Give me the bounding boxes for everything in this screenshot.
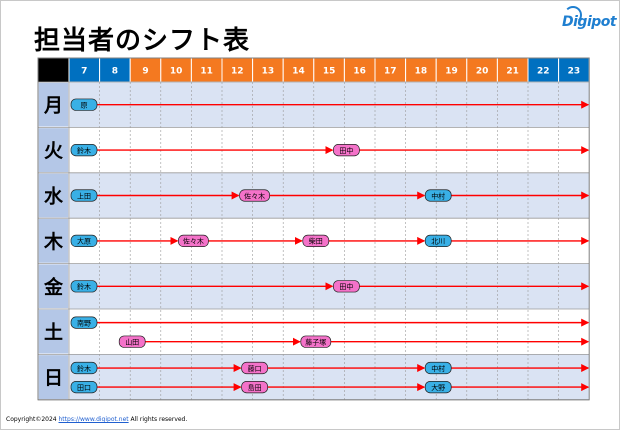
- staff-name: 原: [81, 102, 88, 110]
- hour-label: 10: [170, 67, 183, 77]
- staff-name: 佐々木: [183, 237, 204, 246]
- day-label: 木: [43, 230, 64, 253]
- staff-tag[interactable]: [70, 144, 98, 157]
- staff-tag[interactable]: [424, 361, 452, 375]
- staff-tag[interactable]: [424, 380, 452, 394]
- hour-header-10: [160, 57, 192, 83]
- staff-name: 上田: [77, 191, 91, 200]
- hour-label: 12: [231, 67, 244, 77]
- hour-label: 16: [353, 67, 366, 77]
- day-label: 金: [43, 275, 64, 298]
- hour-header-11: [190, 57, 223, 83]
- hour-label: 23: [568, 67, 581, 77]
- staff-tag[interactable]: [70, 234, 98, 247]
- staff-tag[interactable]: [70, 280, 98, 293]
- row-background: [69, 354, 590, 400]
- digipot-logo: Digipot: [562, 6, 618, 40]
- staff-tag[interactable]: [118, 335, 146, 348]
- grid-border: [37, 57, 590, 401]
- staff-name: 柴田: [309, 237, 323, 246]
- day-label: 月: [43, 95, 63, 117]
- hour-label: 13: [262, 67, 275, 77]
- hour-label: 8: [112, 67, 118, 77]
- staff-name: 北川: [431, 238, 445, 246]
- row-background: [69, 309, 590, 355]
- staff-name: 藤口: [248, 364, 262, 373]
- copyright-link[interactable]: https://www.digipot.net: [58, 416, 129, 423]
- staff-tag[interactable]: [70, 316, 98, 329]
- hour-header-13: [252, 57, 284, 83]
- staff-name: 大原: [77, 237, 91, 246]
- hour-label: 20: [476, 67, 489, 77]
- staff-tag[interactable]: [333, 144, 360, 157]
- staff-tag[interactable]: [424, 189, 452, 202]
- hour-label: 15: [323, 67, 336, 77]
- staff-name: 田口: [77, 384, 91, 392]
- hour-header-14: [282, 57, 315, 83]
- hour-label: 14: [292, 67, 305, 77]
- staff-tag[interactable]: [241, 361, 268, 375]
- staff-name: 大野: [431, 383, 445, 392]
- staff-name: 鈴木: [77, 146, 91, 155]
- day-label: 水: [44, 186, 64, 208]
- hour-header-23: [558, 57, 590, 83]
- staff-tag[interactable]: [70, 189, 98, 202]
- hour-header-21: [496, 57, 529, 83]
- day-label: 火: [44, 140, 64, 162]
- staff-name: 山田: [125, 337, 139, 346]
- page-title: 担当者のシフト表: [34, 26, 251, 56]
- staff-name: 鈴木: [77, 282, 91, 291]
- hour-label: 9: [142, 67, 148, 77]
- hour-label: 11: [200, 67, 213, 77]
- staff-tag[interactable]: [239, 189, 270, 202]
- staff-tag[interactable]: [333, 280, 360, 293]
- copyright: Copyright©2024 https://www.digipot.net A…: [6, 416, 187, 423]
- staff-name: 藤子塚: [305, 337, 326, 346]
- day-label: 日: [44, 367, 63, 389]
- staff-tag[interactable]: [302, 234, 330, 247]
- copyright-prefix: Copyright©2024: [6, 416, 59, 423]
- staff-name: 鈴木: [77, 364, 91, 373]
- staff-name: 佐々木: [244, 191, 265, 200]
- staff-name: 南野: [77, 318, 91, 327]
- day-label: 土: [44, 322, 63, 344]
- copyright-suffix: All rights reserved.: [128, 416, 188, 423]
- logo-arc-icon: [564, 6, 582, 24]
- logo-text: Digipot: [562, 14, 617, 30]
- staff-name: 田中: [339, 146, 353, 155]
- day-cell: [37, 353, 70, 401]
- hour-label: 7: [81, 67, 87, 77]
- hour-label: 18: [415, 67, 428, 77]
- hour-label: 22: [537, 67, 550, 77]
- staff-tag[interactable]: [70, 380, 98, 394]
- hour-label: 21: [506, 67, 519, 77]
- staff-tag[interactable]: [70, 361, 98, 375]
- staff-tag[interactable]: [300, 335, 332, 348]
- staff-name: 中村: [431, 364, 445, 373]
- staff-name: 中村: [431, 191, 445, 200]
- header-corner: [38, 58, 69, 82]
- hour-label: 17: [384, 67, 397, 77]
- staff-tag[interactable]: [424, 234, 452, 247]
- staff-tag[interactable]: [241, 380, 268, 394]
- staff-name: 田中: [339, 282, 353, 291]
- staff-name: 島田: [248, 383, 262, 392]
- staff-tag[interactable]: [70, 98, 98, 111]
- hour-label: 19: [445, 67, 458, 77]
- staff-tag[interactable]: [178, 234, 209, 247]
